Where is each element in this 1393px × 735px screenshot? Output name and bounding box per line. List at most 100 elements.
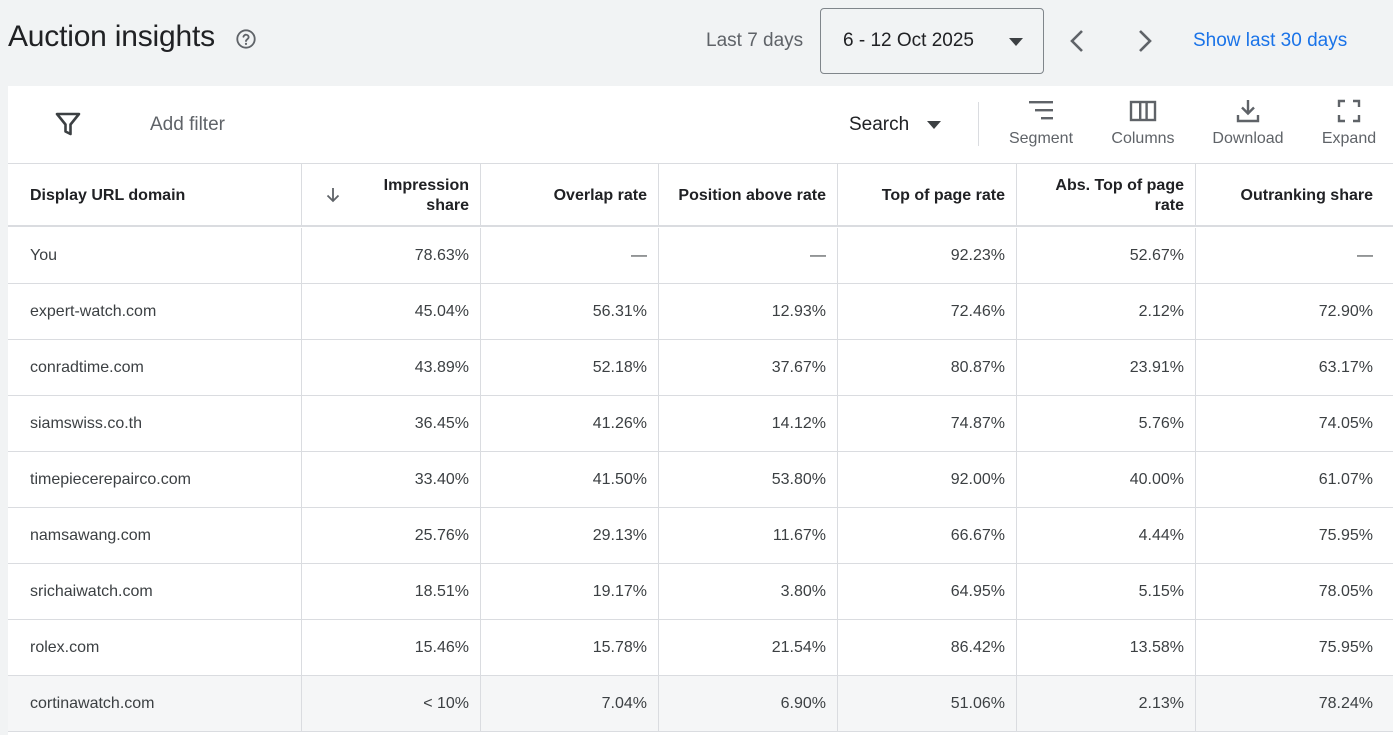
date-range-label: Last 7 days: [706, 30, 804, 51]
cell-outranking-share: 75.95%: [1318, 638, 1373, 656]
page-title: Auction insights: [8, 20, 215, 53]
column-header-label: Abs. Top of page rate: [1055, 176, 1184, 214]
cell-position-above-rate: 21.54%: [659, 620, 838, 675]
date-range-value: 6 - 12 Oct 2025: [843, 30, 974, 51]
download-button[interactable]: Download: [1206, 98, 1290, 158]
date-range-dropdown[interactable]: 6 - 12 Oct 2025: [820, 8, 1044, 74]
cell-outranking-share: 72.90%: [1318, 302, 1373, 320]
cell-top-of-page-rate: 92.23%: [838, 228, 1017, 283]
column-header-overlap-rate[interactable]: Overlap rate: [481, 164, 659, 227]
cell-position-above-rate: 11.67%: [659, 508, 838, 563]
cell-top-of-page-rate: 72.46%: [838, 284, 1017, 339]
column-header-abs-top-of-page-rate[interactable]: Abs. Top of page rate: [1017, 164, 1196, 227]
auction-insights-panel: Add filter Search Segment Columns: [8, 86, 1393, 735]
cell-abs-top-of-page-rate: 5.15%: [1017, 564, 1196, 619]
cell-impression-share: 18.51%: [302, 564, 481, 619]
columns-button[interactable]: Columns: [1105, 98, 1181, 158]
show-last-30-days-link[interactable]: Show last 30 days: [1193, 30, 1348, 51]
cell-outranking-share: 78.05%: [1318, 582, 1373, 600]
cell-outranking-share: —: [1357, 246, 1373, 264]
table-row[interactable]: timepiecerepairco.com 33.40% 41.50% 53.80% 9…: [8, 452, 1393, 508]
cell-overlap-rate: 52.18%: [481, 340, 659, 395]
table-row[interactable]: conradtime.com 43.89% 52.18% 37.67% 80.87% 23…: [8, 340, 1393, 396]
cell-outranking-share: 74.05%: [1318, 414, 1373, 432]
cell-position-above-rate: 12.93%: [659, 284, 838, 339]
table-row[interactable]: cortinawatch.com < 10% 7.04% 6.90% 51.06% 2.1…: [8, 676, 1393, 732]
expand-label: Expand: [1321, 130, 1377, 147]
cell-domain: expert-watch.com: [8, 284, 302, 339]
expand-icon: [1337, 99, 1361, 123]
table-row[interactable]: rolex.com 15.46% 15.78% 21.54% 86.42% 13.58% 7…: [8, 620, 1393, 676]
segment-icon: [1029, 101, 1053, 120]
download-label: Download: [1212, 130, 1284, 147]
download-icon: [1236, 100, 1260, 123]
help-icon[interactable]: [235, 28, 257, 50]
cell-impression-share: 36.45%: [302, 396, 481, 451]
chevron-left-icon[interactable]: [1066, 27, 1090, 55]
table-row[interactable]: expert-watch.com 45.04% 56.31% 12.93% 72.46%…: [8, 284, 1393, 340]
chevron-right-icon[interactable]: [1132, 27, 1156, 55]
cell-domain: cortinawatch.com: [8, 676, 302, 731]
cell-domain: timepiecerepairco.com: [8, 452, 302, 507]
columns-label: Columns: [1111, 130, 1175, 147]
column-header-label: Impression share: [383, 176, 469, 214]
cell-domain: conradtime.com: [8, 340, 302, 395]
cell-impression-share: 45.04%: [302, 284, 481, 339]
add-filter-button[interactable]: Add filter: [150, 114, 225, 135]
cell-impression-share: 33.40%: [302, 452, 481, 507]
expand-button[interactable]: Expand: [1314, 98, 1384, 158]
column-header-domain[interactable]: Display URL domain: [8, 164, 302, 227]
column-header-outranking-share[interactable]: Outranking share: [1240, 186, 1373, 204]
cell-position-above-rate: 6.90%: [659, 676, 838, 731]
cell-impression-share: 25.76%: [302, 508, 481, 563]
cell-overlap-rate: 56.31%: [481, 284, 659, 339]
network-dropdown[interactable]: Search: [849, 114, 910, 135]
cell-top-of-page-rate: 64.95%: [838, 564, 1017, 619]
cell-outranking-share: 75.95%: [1318, 526, 1373, 544]
cell-top-of-page-rate: 92.00%: [838, 452, 1017, 507]
cell-top-of-page-rate: 80.87%: [838, 340, 1017, 395]
cell-position-above-rate: 53.80%: [659, 452, 838, 507]
cell-top-of-page-rate: 66.67%: [838, 508, 1017, 563]
cell-abs-top-of-page-rate: 5.76%: [1017, 396, 1196, 451]
table-row[interactable]: siamswiss.co.th 36.45% 41.26% 14.12% 74.87% 5…: [8, 396, 1393, 452]
cell-abs-top-of-page-rate: 4.44%: [1017, 508, 1196, 563]
table-row[interactable]: srichaiwatch.com 18.51% 19.17% 3.80% 64.95% 5…: [8, 564, 1393, 620]
table-row[interactable]: namsawang.com 25.76% 29.13% 11.67% 66.67% 4.4…: [8, 508, 1393, 564]
cell-abs-top-of-page-rate: 2.13%: [1017, 676, 1196, 731]
cell-outranking-share: 61.07%: [1318, 470, 1373, 488]
cell-overlap-rate: 7.04%: [481, 676, 659, 731]
caret-down-icon: [927, 121, 941, 129]
column-header-impression-share[interactable]: Impression share: [302, 164, 481, 227]
cell-impression-share: 43.89%: [302, 340, 481, 395]
table-header-row: Display URL domain Impression share Over…: [8, 164, 1393, 227]
cell-domain: siamswiss.co.th: [8, 396, 302, 451]
cell-impression-share: 15.46%: [302, 620, 481, 675]
cell-outranking-share: 63.17%: [1318, 358, 1373, 376]
page-header: Auction insights Last 7 days 6 - 12 Oct …: [0, 0, 1393, 86]
cell-top-of-page-rate: 74.87%: [838, 396, 1017, 451]
filter-icon[interactable]: [54, 110, 82, 138]
cell-impression-share: < 10%: [302, 676, 481, 731]
cell-abs-top-of-page-rate: 13.58%: [1017, 620, 1196, 675]
columns-icon: [1129, 100, 1157, 122]
column-header-top-of-page-rate[interactable]: Top of page rate: [838, 164, 1017, 227]
cell-domain: You: [8, 228, 302, 283]
segment-button[interactable]: Segment: [1003, 98, 1079, 158]
cell-outranking-share: 78.24%: [1318, 694, 1373, 712]
cell-overlap-rate: 41.26%: [481, 396, 659, 451]
cell-domain: rolex.com: [8, 620, 302, 675]
column-header-position-above-rate[interactable]: Position above rate: [659, 164, 838, 227]
cell-abs-top-of-page-rate: 2.12%: [1017, 284, 1196, 339]
cell-overlap-rate: 19.17%: [481, 564, 659, 619]
arrow-down-icon: [326, 188, 340, 203]
cell-position-above-rate: 14.12%: [659, 396, 838, 451]
cell-position-above-rate: 37.67%: [659, 340, 838, 395]
cell-top-of-page-rate: 86.42%: [838, 620, 1017, 675]
cell-overlap-rate: 41.50%: [481, 452, 659, 507]
cell-abs-top-of-page-rate: 52.67%: [1017, 228, 1196, 283]
cell-domain: namsawang.com: [8, 508, 302, 563]
cell-position-above-rate: —: [659, 228, 838, 283]
table-row[interactable]: You 78.63% — —92.23% 52.67% —: [8, 228, 1393, 284]
caret-down-icon: [1009, 38, 1023, 46]
